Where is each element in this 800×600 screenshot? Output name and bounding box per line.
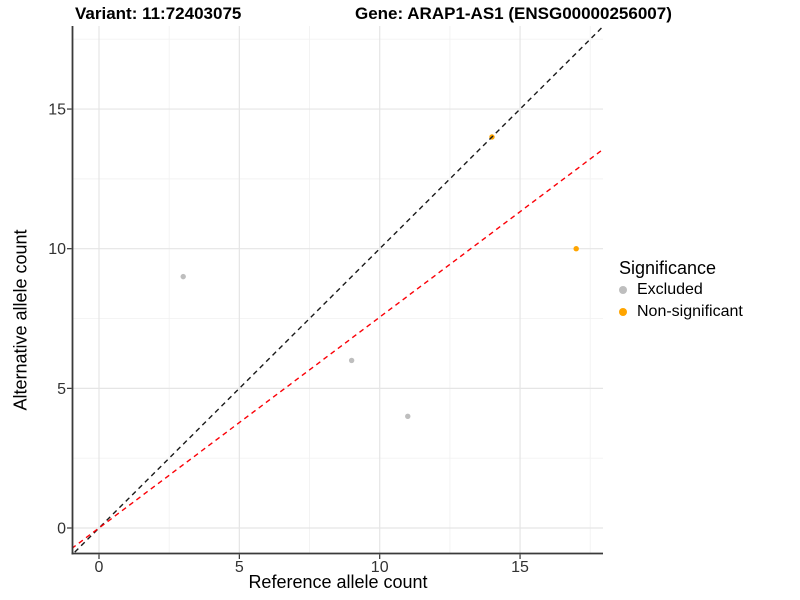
legend-key-dot-icon	[619, 286, 627, 294]
legend-item-non-significant: Non-significant	[619, 301, 743, 323]
legend-item-excluded: Excluded	[619, 279, 743, 301]
y-tick-label: 5	[57, 381, 66, 398]
x-tick-label: 15	[511, 559, 529, 576]
data-point-excluded	[348, 357, 355, 364]
y-tick-label: 0	[57, 521, 66, 538]
legend-title: Significance	[619, 258, 717, 278]
data-point-excluded	[405, 413, 411, 419]
data-point-non-significant	[573, 246, 579, 252]
variant-title: Variant: 11:72403075	[75, 4, 242, 23]
legend-key-dot-icon	[619, 308, 627, 316]
x-tick-label: 10	[371, 559, 389, 576]
legend-item-label: Excluded	[637, 281, 703, 298]
abline-group	[73, 26, 603, 554]
y-tick-label: 10	[48, 241, 66, 258]
gene-title: Gene: ARAP1-AS1 (ENSG00000256007)	[355, 4, 672, 23]
legend-items: Excluded Non-significant	[619, 279, 743, 323]
y-tick-label: 15	[48, 102, 66, 119]
legend-item-label: Non-significant	[637, 303, 743, 320]
x-axis-title: Reference allele count	[248, 572, 428, 592]
expected-ratio-line	[73, 148, 603, 549]
x-tick-label: 5	[235, 559, 244, 576]
y-axis-title: Alternative allele count	[10, 229, 31, 411]
x-tick-label: 0	[95, 559, 104, 576]
data-point-excluded	[180, 273, 186, 280]
identity-line	[73, 26, 603, 554]
legend: Significance Excluded Non-significant	[619, 257, 743, 323]
